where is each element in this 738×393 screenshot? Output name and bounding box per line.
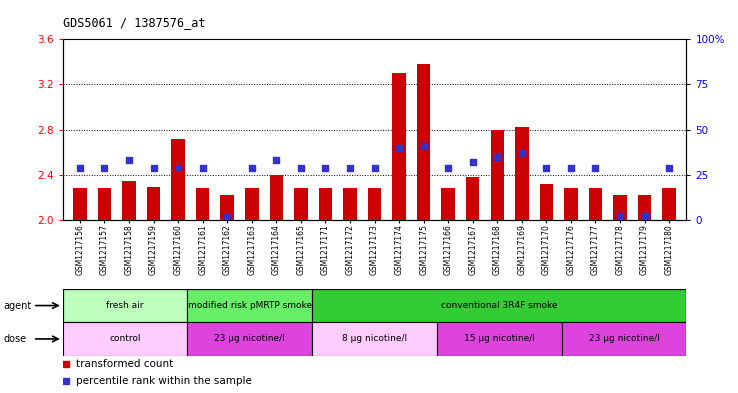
Point <box>492 154 503 160</box>
Text: conventional 3R4F smoke: conventional 3R4F smoke <box>441 301 557 310</box>
Bar <box>437 322 562 356</box>
Point <box>295 165 307 171</box>
Bar <box>171 139 185 220</box>
Text: percentile rank within the sample: percentile rank within the sample <box>76 376 252 386</box>
Bar <box>312 322 437 356</box>
Bar <box>368 189 382 220</box>
Bar <box>613 195 627 220</box>
Text: transformed count: transformed count <box>76 359 173 369</box>
Point <box>442 165 454 171</box>
Text: control: control <box>109 334 141 343</box>
Bar <box>221 195 234 220</box>
Text: agent: agent <box>4 301 32 310</box>
Bar <box>539 184 554 220</box>
Bar <box>638 195 652 220</box>
Bar <box>269 175 283 220</box>
Text: GDS5061 / 1387576_at: GDS5061 / 1387576_at <box>63 16 205 29</box>
Point <box>172 165 184 171</box>
Point <box>663 165 675 171</box>
Text: 15 μg nicotine/l: 15 μg nicotine/l <box>463 334 535 343</box>
Bar <box>466 177 480 220</box>
Bar <box>147 187 160 220</box>
Point <box>148 165 159 171</box>
Point <box>275 141 286 148</box>
Bar <box>417 64 430 220</box>
Point <box>246 165 258 171</box>
Bar <box>63 289 187 322</box>
Bar <box>312 289 686 322</box>
Point <box>638 213 650 220</box>
Point <box>516 150 528 156</box>
Bar <box>663 189 676 220</box>
Bar <box>196 189 210 220</box>
Bar <box>441 189 455 220</box>
Bar <box>187 289 312 322</box>
Point <box>418 143 430 149</box>
Bar <box>491 130 504 220</box>
Bar <box>123 180 136 220</box>
Text: 23 μg nicotine/l: 23 μg nicotine/l <box>589 334 659 343</box>
Point <box>123 157 135 163</box>
Bar <box>319 189 332 220</box>
Point <box>368 165 381 171</box>
Bar <box>73 189 86 220</box>
Point <box>74 165 86 171</box>
Bar <box>245 189 258 220</box>
Text: 23 μg nicotine/l: 23 μg nicotine/l <box>215 334 285 343</box>
Text: dose: dose <box>4 334 27 344</box>
Bar <box>343 189 356 220</box>
Point <box>467 159 479 165</box>
Point <box>393 145 405 151</box>
Bar <box>393 73 406 220</box>
Bar <box>564 189 578 220</box>
Point <box>590 165 601 171</box>
Bar <box>97 189 111 220</box>
Text: fresh air: fresh air <box>106 301 144 310</box>
Bar <box>562 322 686 356</box>
Bar <box>63 322 187 356</box>
Bar <box>294 189 308 220</box>
Point <box>565 165 577 171</box>
Point <box>197 165 209 171</box>
Point <box>320 165 331 171</box>
Text: modified risk pMRTP smoke: modified risk pMRTP smoke <box>187 301 312 310</box>
Bar <box>589 189 602 220</box>
Point <box>99 165 111 171</box>
Bar <box>187 322 312 356</box>
Point <box>540 165 552 171</box>
Bar <box>515 127 528 220</box>
Text: 8 μg nicotine/l: 8 μg nicotine/l <box>342 334 407 343</box>
Point <box>270 157 282 163</box>
Point <box>614 213 626 220</box>
Point <box>275 293 286 299</box>
Point <box>344 165 356 171</box>
Point <box>221 213 233 220</box>
